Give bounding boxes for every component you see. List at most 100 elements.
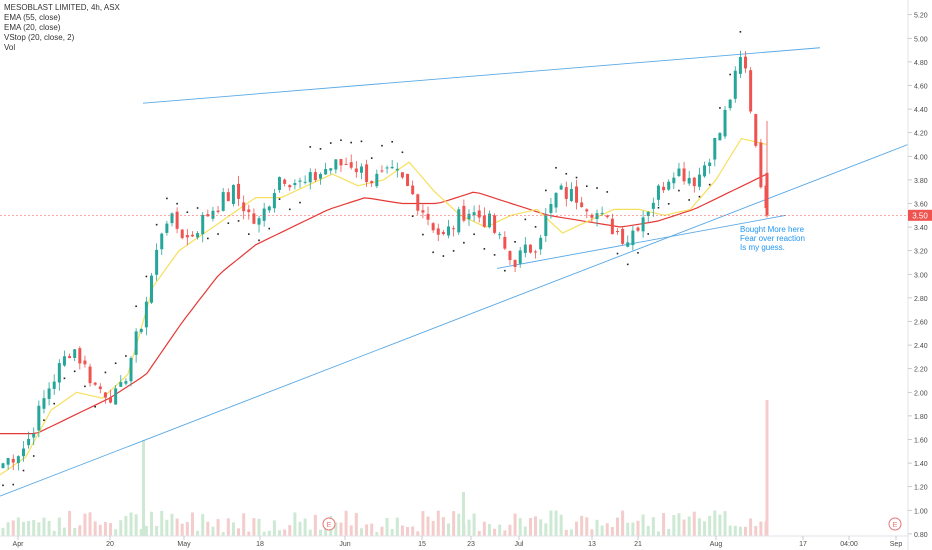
candle-body [298, 180, 302, 182]
x-tick-label: Sep [890, 541, 903, 548]
candle [150, 272, 154, 305]
earnings-label: E [327, 522, 332, 529]
candle [16, 455, 20, 471]
candle-body [738, 56, 742, 74]
volume-bar [206, 521, 210, 536]
candle-body [621, 228, 625, 244]
vstop-dot [268, 227, 271, 230]
legend-ema20[interactable]: EMA (20, close) [4, 23, 61, 32]
volume-bar [703, 521, 707, 536]
y-tick-label: 2.20 [914, 367, 928, 374]
volume-bar [298, 521, 302, 536]
candle-body [539, 237, 543, 250]
candle [288, 184, 292, 191]
candle-body [559, 185, 563, 190]
volume-bar [211, 526, 215, 536]
volume-bar [554, 510, 558, 536]
candle [21, 441, 25, 462]
x-tick-label: 15 [418, 541, 426, 548]
candle-body [636, 227, 640, 231]
candle [211, 206, 215, 222]
volume-bar [452, 511, 456, 536]
volume-bar [682, 519, 686, 536]
candle-body [375, 173, 379, 187]
legend-vstop[interactable]: VStop (20, close, 2) [4, 33, 75, 42]
vstop-dot [616, 252, 619, 255]
candle [754, 113, 758, 148]
vstop-dot [309, 146, 312, 148]
volume-bar [544, 523, 548, 536]
vstop-dot [729, 73, 731, 76]
vstop-dot [565, 172, 568, 175]
vstop-dot [186, 211, 189, 214]
candle-body [293, 183, 297, 186]
volume-bar [687, 516, 691, 536]
volume-bar [175, 518, 179, 536]
legend-volume[interactable]: Vol [4, 43, 16, 52]
candle-body [313, 172, 317, 181]
candle [78, 346, 82, 370]
candle [421, 204, 425, 219]
candle [610, 213, 614, 235]
volume-bar [6, 522, 10, 536]
volume-bar [16, 517, 20, 536]
volume-bar [539, 519, 543, 536]
candle-body [626, 242, 630, 247]
vstop-dot [94, 405, 96, 408]
volume-bar [549, 510, 553, 536]
volume-bar [662, 513, 666, 536]
candle-body [370, 181, 374, 184]
vstop-dot [360, 140, 363, 143]
volume-bar [11, 520, 15, 536]
trendline-resistance[interactable] [142, 47, 821, 104]
ema-55-line [0, 173, 768, 435]
vstop-dot [104, 371, 107, 374]
volume-bar [416, 531, 420, 536]
candle-body [513, 259, 517, 267]
volume-bar [431, 520, 435, 536]
candle [354, 161, 358, 178]
legend-ema55[interactable]: EMA (55, close) [4, 13, 61, 22]
volume-bar [62, 527, 66, 536]
candle-body [426, 213, 430, 220]
last-price-text: 3.50 [912, 211, 928, 220]
candle [318, 172, 322, 185]
volume-bar [313, 514, 317, 536]
trendline-short[interactable] [496, 214, 787, 269]
volume-bar [226, 518, 230, 536]
volume-bar [600, 525, 604, 536]
volume-bar [68, 510, 72, 536]
candle [27, 431, 31, 449]
candle [267, 205, 271, 214]
volume-bar [759, 521, 763, 536]
earnings-icon [322, 517, 336, 531]
candle [293, 179, 297, 190]
candle [226, 188, 230, 202]
volume-bar [626, 522, 630, 536]
trendline-support[interactable] [0, 144, 909, 497]
earnings-marker-sep: E [888, 517, 902, 531]
candle [98, 383, 102, 394]
y-tick-label: 3.00 [914, 272, 928, 279]
vstop-dot [12, 483, 15, 486]
x-tick-label: 17 [799, 541, 807, 548]
x-tick-label: 13 [588, 541, 596, 548]
candle [390, 159, 394, 169]
vstop-dot [411, 215, 414, 217]
candle [278, 176, 282, 193]
volume-bar [73, 527, 77, 536]
vstop-dot [2, 484, 4, 487]
volume-bar [42, 517, 46, 536]
ema-20-path [0, 137, 768, 476]
candle-body [329, 168, 333, 171]
candle [631, 225, 635, 251]
candle-body [211, 210, 215, 219]
vstop-dot [657, 206, 660, 209]
candle-body [400, 172, 404, 178]
candle [400, 172, 404, 179]
y-tick-label: 1.80 [914, 414, 928, 421]
candle [590, 213, 594, 223]
vstop-dot [442, 255, 445, 257]
candle [452, 225, 456, 237]
